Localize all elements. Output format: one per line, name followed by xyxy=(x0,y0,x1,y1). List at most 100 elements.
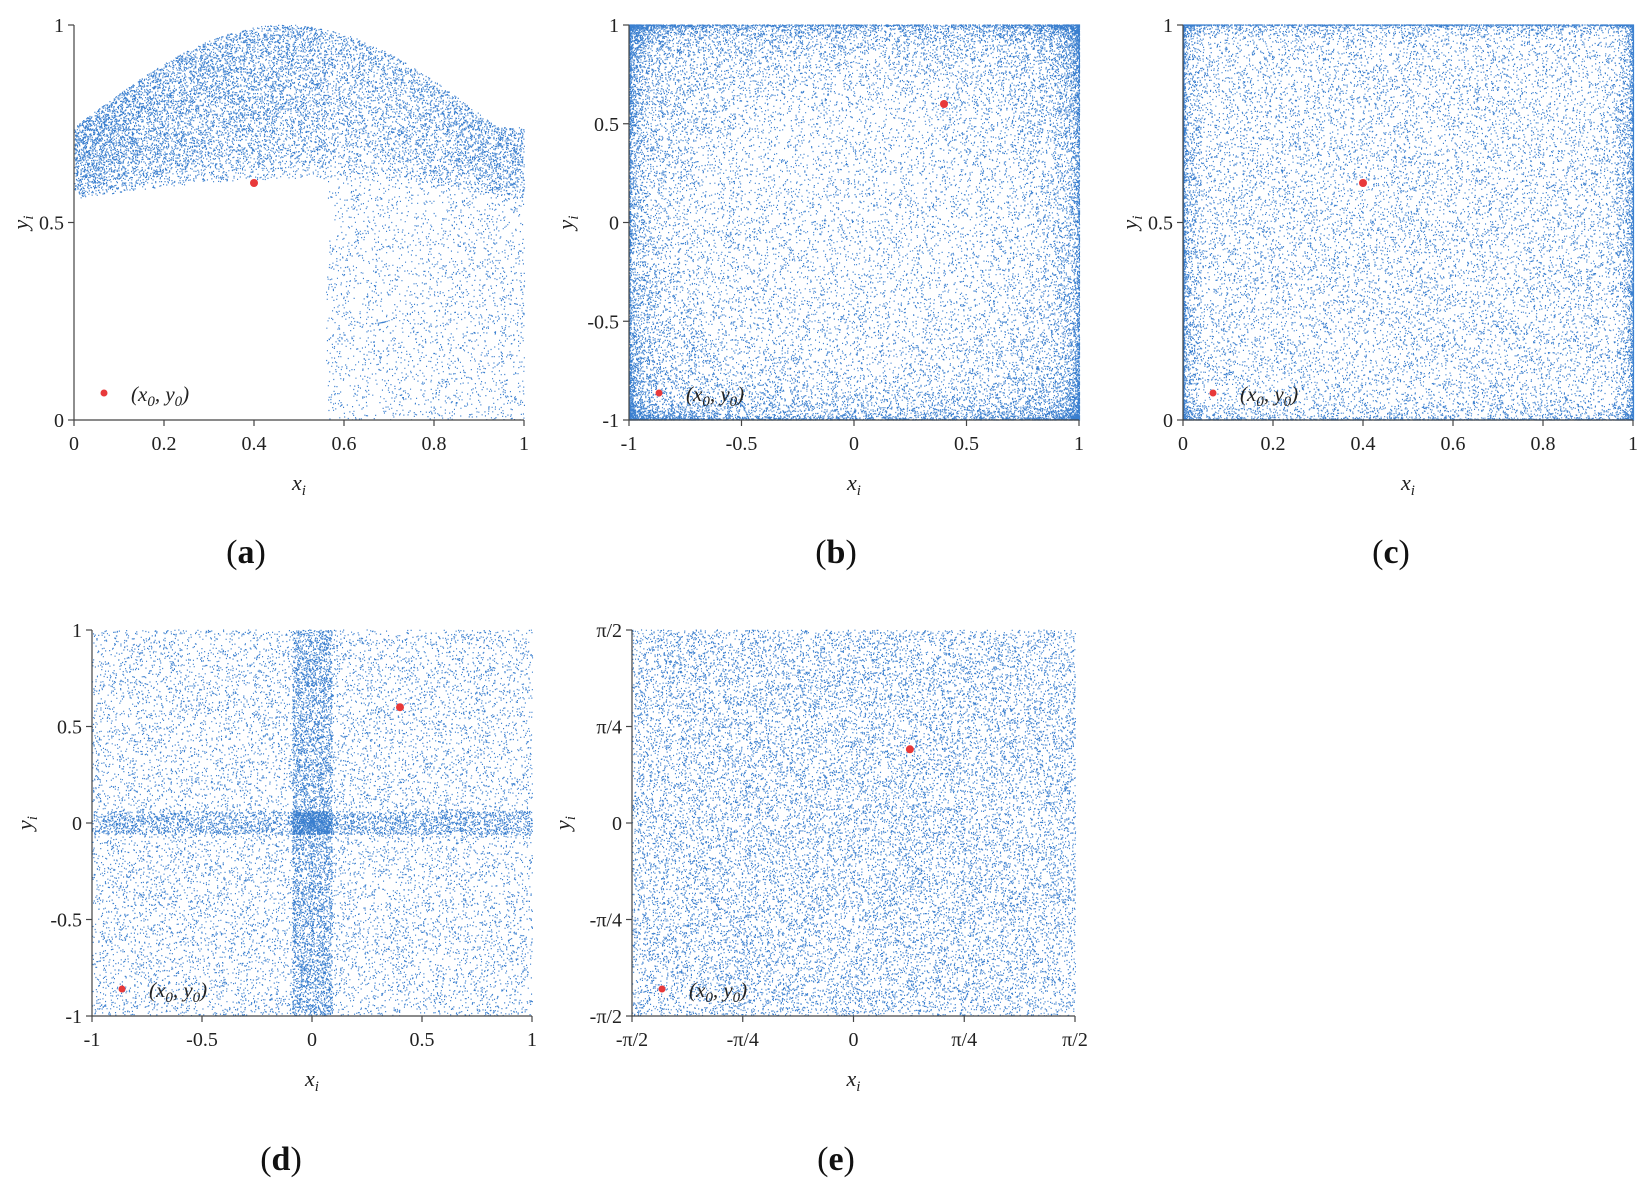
legend-sub-y: 0 xyxy=(733,990,741,1006)
y-axis-label: yi xyxy=(550,816,579,832)
y-axis-label-sub: i xyxy=(25,816,41,820)
legend-sub-x: 0 xyxy=(1256,394,1264,410)
initial-point xyxy=(396,703,404,712)
x-tick-label: 0.6 xyxy=(1441,433,1466,455)
legend-punct: ( xyxy=(689,978,698,1002)
panel-tag-open: ( xyxy=(260,1141,271,1178)
legend-punct: ) xyxy=(181,382,189,406)
legend-sub-y: 0 xyxy=(193,990,201,1006)
panel-tag-close: ) xyxy=(1399,534,1410,571)
x-axis-label-base: x xyxy=(846,1066,857,1091)
x-tick-label: 0 xyxy=(849,433,859,455)
y-axis-label-sub: i xyxy=(566,216,582,220)
x-tick-label: 0.5 xyxy=(410,1029,435,1051)
y-tick-label: 0 xyxy=(612,813,622,835)
x-axis-label-sub: i xyxy=(315,1079,319,1095)
panel-tag-letter: b xyxy=(827,534,846,571)
y-axis-label: yi xyxy=(1117,216,1146,232)
x-axis-label: xi xyxy=(304,1066,319,1095)
y-axis-label: yi xyxy=(12,816,41,832)
legend-punct: ) xyxy=(736,382,744,406)
panel-tag: (b) xyxy=(815,534,857,571)
y-tick-label: 0 xyxy=(1163,410,1173,432)
panel-tag: (d) xyxy=(260,1141,302,1178)
legend-sub-y: 0 xyxy=(175,394,183,410)
panel-tag: (a) xyxy=(226,534,266,571)
x-tick-label: 1 xyxy=(519,433,529,455)
x-tick-label: -π/2 xyxy=(616,1029,648,1051)
panel-tag-close: ) xyxy=(290,1141,301,1178)
x-axis-label-base: x xyxy=(1400,470,1411,495)
y-tick-label: -π/4 xyxy=(590,910,622,932)
panel-tag-close: ) xyxy=(844,1141,855,1178)
y-axis-label-base: y xyxy=(550,820,575,832)
legend-punct: ) xyxy=(739,978,747,1002)
y-tick-label: -π/2 xyxy=(590,1006,622,1028)
y-axis-label: yi xyxy=(553,216,582,232)
initial-point xyxy=(250,179,258,187)
initial-point xyxy=(1359,179,1367,187)
y-tick-label: 0.5 xyxy=(57,717,82,739)
y-tick-label: π/4 xyxy=(596,717,622,739)
legend-sub-y: 0 xyxy=(730,394,738,410)
legend-base-x: x xyxy=(692,382,703,406)
scatter-points xyxy=(74,24,526,421)
legend-base-y: y xyxy=(181,978,193,1002)
legend-sub-x: 0 xyxy=(702,394,710,410)
legend-label: (x0, y0) xyxy=(689,978,747,1006)
x-tick-label: -0.5 xyxy=(726,433,758,455)
y-tick-label: 0 xyxy=(72,813,82,835)
x-tick-label: 0 xyxy=(69,433,79,455)
x-axis-label-sub: i xyxy=(1411,483,1415,499)
scatter-points xyxy=(92,629,534,1017)
legend-punct: ) xyxy=(199,978,207,1002)
y-tick-label: -1 xyxy=(65,1006,82,1028)
x-axis-label-base: x xyxy=(846,470,857,495)
x-tick-label: -π/4 xyxy=(727,1029,759,1051)
x-tick-label: 0.2 xyxy=(1261,433,1286,455)
x-axis-label-sub: i xyxy=(856,1079,860,1095)
y-axis-label-base: y xyxy=(8,219,33,231)
scatter-points xyxy=(632,629,1077,1017)
legend-punct: ( xyxy=(686,382,695,406)
x-tick-label: 0.2 xyxy=(152,433,177,455)
legend-punct: , xyxy=(713,978,724,1002)
initial-point xyxy=(905,745,914,754)
legend-base-x: x xyxy=(695,978,706,1002)
legend-base-y: y xyxy=(718,382,730,406)
y-tick-label: -0.5 xyxy=(50,910,82,932)
legend-label: (x0, y0) xyxy=(686,382,744,410)
y-tick-label: 0 xyxy=(609,213,619,235)
y-axis-label-base: y xyxy=(1117,219,1142,231)
x-tick-label: 0.4 xyxy=(1351,433,1376,455)
panel-tag-open: ( xyxy=(226,534,237,571)
panel-tag-open: ( xyxy=(815,534,826,571)
y-tick-label: π/2 xyxy=(596,620,622,642)
legend-punct: , xyxy=(1264,382,1275,406)
legend-punct: ( xyxy=(131,382,140,406)
legend-sub-x: 0 xyxy=(705,990,713,1006)
panel-tag-letter: a xyxy=(238,534,255,571)
y-axis-label-sub: i xyxy=(1130,216,1146,220)
y-tick-label: 1 xyxy=(72,620,82,642)
legend-marker xyxy=(655,389,663,397)
y-tick-label: -1 xyxy=(602,410,619,432)
legend-marker xyxy=(118,985,126,993)
panel-tag-letter: c xyxy=(1383,534,1398,571)
x-axis-label-sub: i xyxy=(302,483,306,499)
y-axis-label-sub: i xyxy=(21,216,37,220)
legend-base-x: x xyxy=(155,978,166,1002)
legend-punct: ( xyxy=(149,978,158,1002)
x-tick-label: -1 xyxy=(84,1029,101,1051)
x-tick-label: 0.8 xyxy=(1531,433,1556,455)
panel-tag-open: ( xyxy=(817,1141,828,1178)
panel-tag: (e) xyxy=(817,1141,855,1178)
legend-label: (x0, y0) xyxy=(1240,382,1298,410)
x-axis-label-sub: i xyxy=(857,483,861,499)
